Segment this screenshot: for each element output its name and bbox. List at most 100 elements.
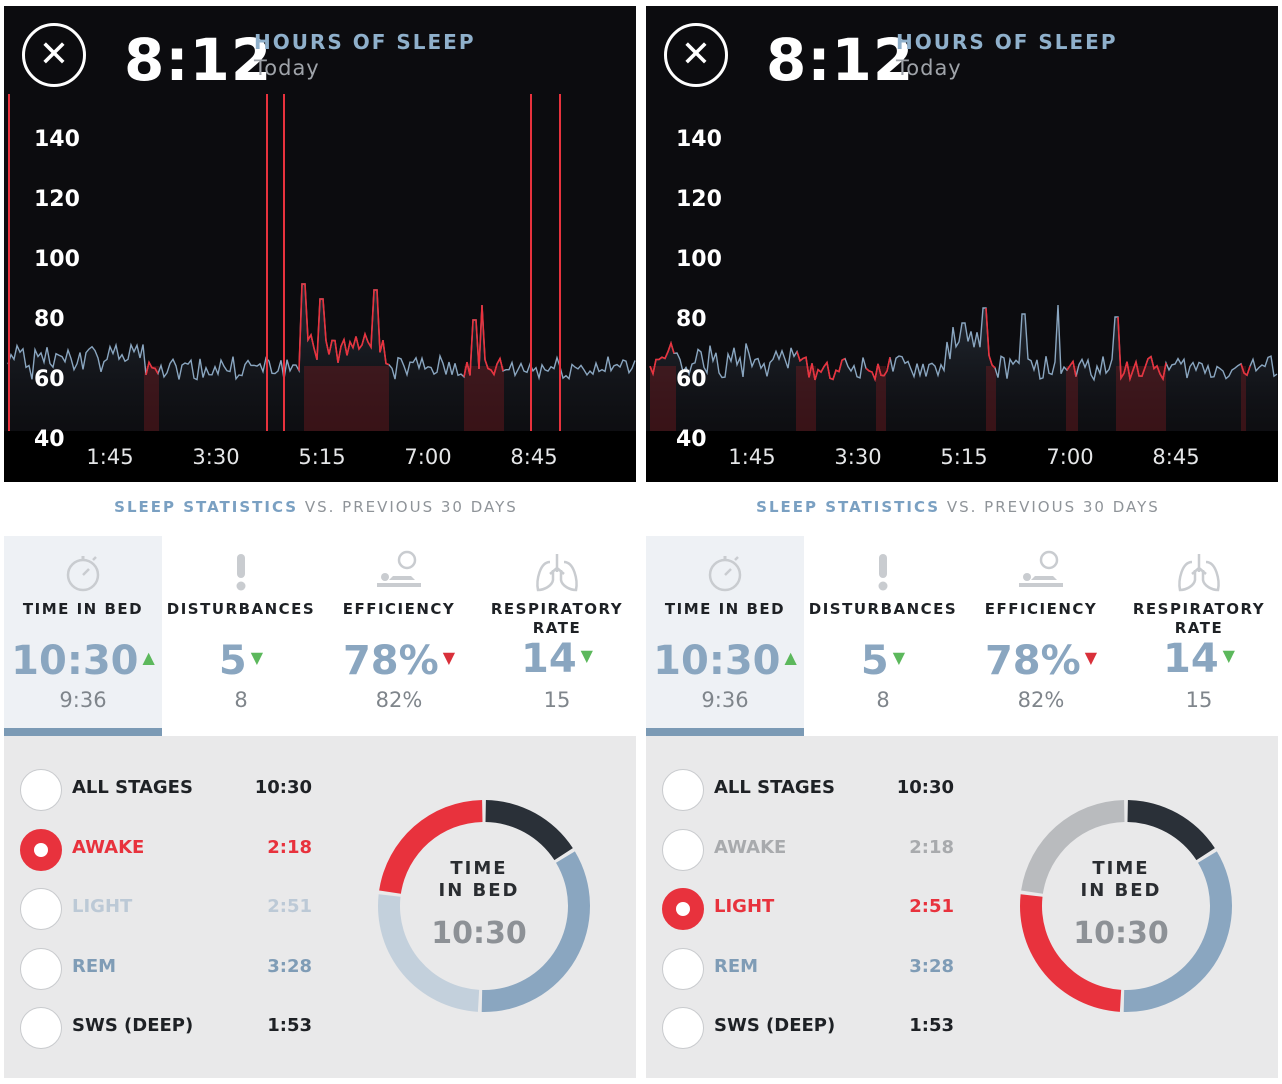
donut-segment (1020, 894, 1122, 1012)
stat-tab-efficiency[interactable]: EFFICIENCY 78% ▼ 82% (962, 536, 1120, 736)
selected-stat-underline (646, 728, 804, 736)
donut-title-line-2: IN BED (438, 880, 520, 901)
stat-previous-value: 82% (375, 688, 423, 712)
stage-option-sws-deep[interactable]: SWS (DEEP) 1:53 (662, 1007, 962, 1053)
trend-down-icon: ▼ (442, 647, 456, 667)
stage-radio[interactable] (662, 888, 704, 930)
stat-value-text: 14 (521, 636, 577, 682)
hours-of-sleep-label: HOURS OF SLEEP (896, 30, 1118, 54)
stat-value: 10:30 ▲ (646, 638, 804, 684)
stat-value-text: 5 (860, 638, 889, 684)
stat-tab-disturbances[interactable]: DISTURBANCES 5 ▼ 8 (162, 536, 320, 736)
stage-option-light[interactable]: LIGHT 2:51 (662, 888, 962, 934)
stat-value-text: 78% (984, 638, 1081, 684)
stats-heading: SLEEP STATISTICS VS. PREVIOUS 30 DAYS (642, 498, 1274, 516)
donut-title: TIME IN BED (1016, 858, 1226, 902)
stage-radio[interactable] (20, 769, 62, 811)
trend-up-icon: ▲ (142, 647, 155, 667)
stage-option-rem[interactable]: REM 3:28 (662, 947, 962, 994)
y-tick-label: 120 (34, 187, 80, 212)
y-tick-label: 140 (676, 127, 722, 152)
stat-title-line-1: RESPIRATORY (1132, 600, 1266, 618)
stage-option-light[interactable]: LIGHT 2:51 (20, 888, 320, 934)
stat-tab-efficiency[interactable]: EFFICIENCY 78% ▼ 82% (320, 536, 478, 736)
stage-duration: 1:53 (909, 1015, 954, 1036)
stage-option-sws-deep[interactable]: SWS (DEEP) 1:53 (20, 1007, 320, 1053)
stage-option-awake[interactable]: AWAKE 2:18 (20, 828, 320, 875)
stat-title-line-1: RESPIRATORY (490, 600, 624, 618)
stat-tab-time-in-bed[interactable]: TIME IN BED 10:30 ▲ 9:36 (4, 536, 162, 736)
donut-title-line-1: TIME (450, 858, 508, 879)
stage-radio[interactable] (20, 828, 62, 871)
stage-radio[interactable] (20, 1007, 62, 1049)
stage-duration: 2:51 (909, 896, 954, 917)
stage-name: SWS (DEEP) (72, 1015, 194, 1036)
exclamation-icon (804, 550, 962, 594)
y-tick-label: 60 (34, 367, 65, 392)
stage-radio[interactable] (20, 888, 62, 930)
heart-rate-chart: 140 120 100 80 60 40 1:45 3:30 5:15 7:00 8:45 ✕ 8:… (4, 6, 636, 482)
sleeper-icon (962, 550, 1120, 594)
lungs-icon (1120, 550, 1278, 594)
stat-value: 5 ▼ (804, 638, 962, 684)
stage-name: AWAKE (714, 836, 787, 858)
stat-tab-disturbances[interactable]: DISTURBANCES 5 ▼ 8 (804, 536, 962, 736)
stage-radio[interactable] (662, 947, 704, 990)
stage-radio[interactable] (662, 1007, 704, 1049)
sleep-stages-box: ALL STAGES 10:30 AWAKE 2:18 LIGHT 2:51 R… (646, 736, 1278, 1078)
sleep-stages-box: ALL STAGES 10:30 AWAKE 2:18 LIGHT 2:51 R… (4, 736, 636, 1078)
close-icon[interactable]: ✕ (664, 23, 728, 87)
stat-value: 14 ▼ (478, 636, 636, 682)
donut-segment (1021, 800, 1125, 894)
trend-down-icon: ▼ (580, 645, 593, 665)
sleep-panel-left: 140 120 100 80 60 40 1:45 3:30 5:15 7:00 8:45 ✕ 8:… (0, 0, 636, 1084)
x-tick-label: 8:45 (1152, 445, 1199, 469)
stage-name: LIGHT (714, 896, 775, 917)
sleeper-icon (320, 550, 478, 594)
donut-title-line-1: TIME (1092, 858, 1150, 879)
stat-value: 10:30 ▲ (4, 638, 162, 684)
x-tick-label: 7:00 (1046, 445, 1093, 469)
exclamation-icon (162, 550, 320, 594)
stage-option-all-stages[interactable]: ALL STAGES 10:30 (662, 769, 962, 815)
stage-name: SWS (DEEP) (714, 1015, 836, 1036)
stat-previous-value: 8 (876, 688, 890, 712)
hours-of-sleep-label: HOURS OF SLEEP (254, 30, 476, 54)
donut-title: TIME IN BED (374, 858, 584, 902)
donut-segment (1127, 800, 1215, 861)
stage-option-all-stages[interactable]: ALL STAGES 10:30 (20, 769, 320, 815)
donut-segment (379, 800, 483, 894)
stage-duration: 2:51 (267, 896, 312, 917)
stopwatch-icon (646, 550, 804, 594)
stage-radio[interactable] (662, 769, 704, 811)
stage-option-awake[interactable]: AWAKE 2:18 (662, 828, 962, 875)
close-icon[interactable]: ✕ (22, 23, 86, 87)
stage-radio[interactable] (20, 947, 62, 990)
stat-previous-value: 82% (1017, 688, 1065, 712)
stat-value-text: 10:30 (653, 638, 781, 684)
stage-option-rem[interactable]: REM 3:28 (20, 947, 320, 994)
stage-duration: 10:30 (254, 777, 312, 798)
stage-duration: 3:28 (909, 955, 954, 977)
stat-value-text: 78% (342, 638, 439, 684)
stat-value-text: 14 (1163, 636, 1219, 682)
donut-segment (378, 894, 480, 1012)
donut-segment (485, 800, 573, 861)
stat-tab-respiratory-rate[interactable]: RESPIRATORY RATE 14 ▼ 15 (1120, 536, 1278, 736)
stat-value: 78% ▼ (962, 638, 1120, 684)
stat-tab-time-in-bed[interactable]: TIME IN BED 10:30 ▲ 9:36 (646, 536, 804, 736)
stats-heading-rest: VS. PREVIOUS 30 DAYS (304, 498, 518, 516)
stat-title-line-2: RATE (532, 619, 582, 637)
stage-duration: 10:30 (896, 777, 954, 798)
stage-name: ALL STAGES (72, 777, 193, 798)
stat-tab-respiratory-rate[interactable]: RESPIRATORY RATE 14 ▼ 15 (478, 536, 636, 736)
x-tick-label: 7:00 (404, 445, 451, 469)
stat-title: TIME IN BED (4, 600, 162, 619)
x-tick-label: 8:45 (510, 445, 557, 469)
stat-title: EFFICIENCY (320, 600, 478, 619)
stat-previous-value: 8 (234, 688, 248, 712)
stage-radio[interactable] (662, 828, 704, 871)
hours-of-sleep-value: 8:12 (766, 26, 915, 94)
heart-rate-chart: 140 120 100 80 60 40 1:45 3:30 5:15 7:00 8:45 ✕ 8:… (646, 6, 1278, 482)
y-tick-label: 100 (676, 247, 722, 272)
